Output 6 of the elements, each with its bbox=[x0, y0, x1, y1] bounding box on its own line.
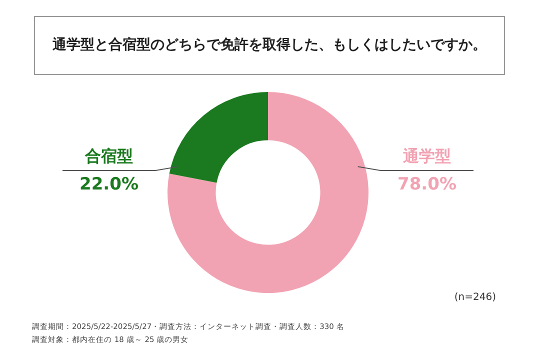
slice-label: 通学型 bbox=[402, 146, 451, 166]
data-label: 78.0% bbox=[398, 174, 456, 194]
slice-label: 合宿型 bbox=[84, 146, 133, 166]
text: (n=246) bbox=[454, 292, 496, 303]
chart-title: 通学型と合宿型のどちらで免許を取得した、もしくはしたいですか。 bbox=[34, 16, 505, 75]
data-label: 22.0% bbox=[80, 174, 138, 194]
